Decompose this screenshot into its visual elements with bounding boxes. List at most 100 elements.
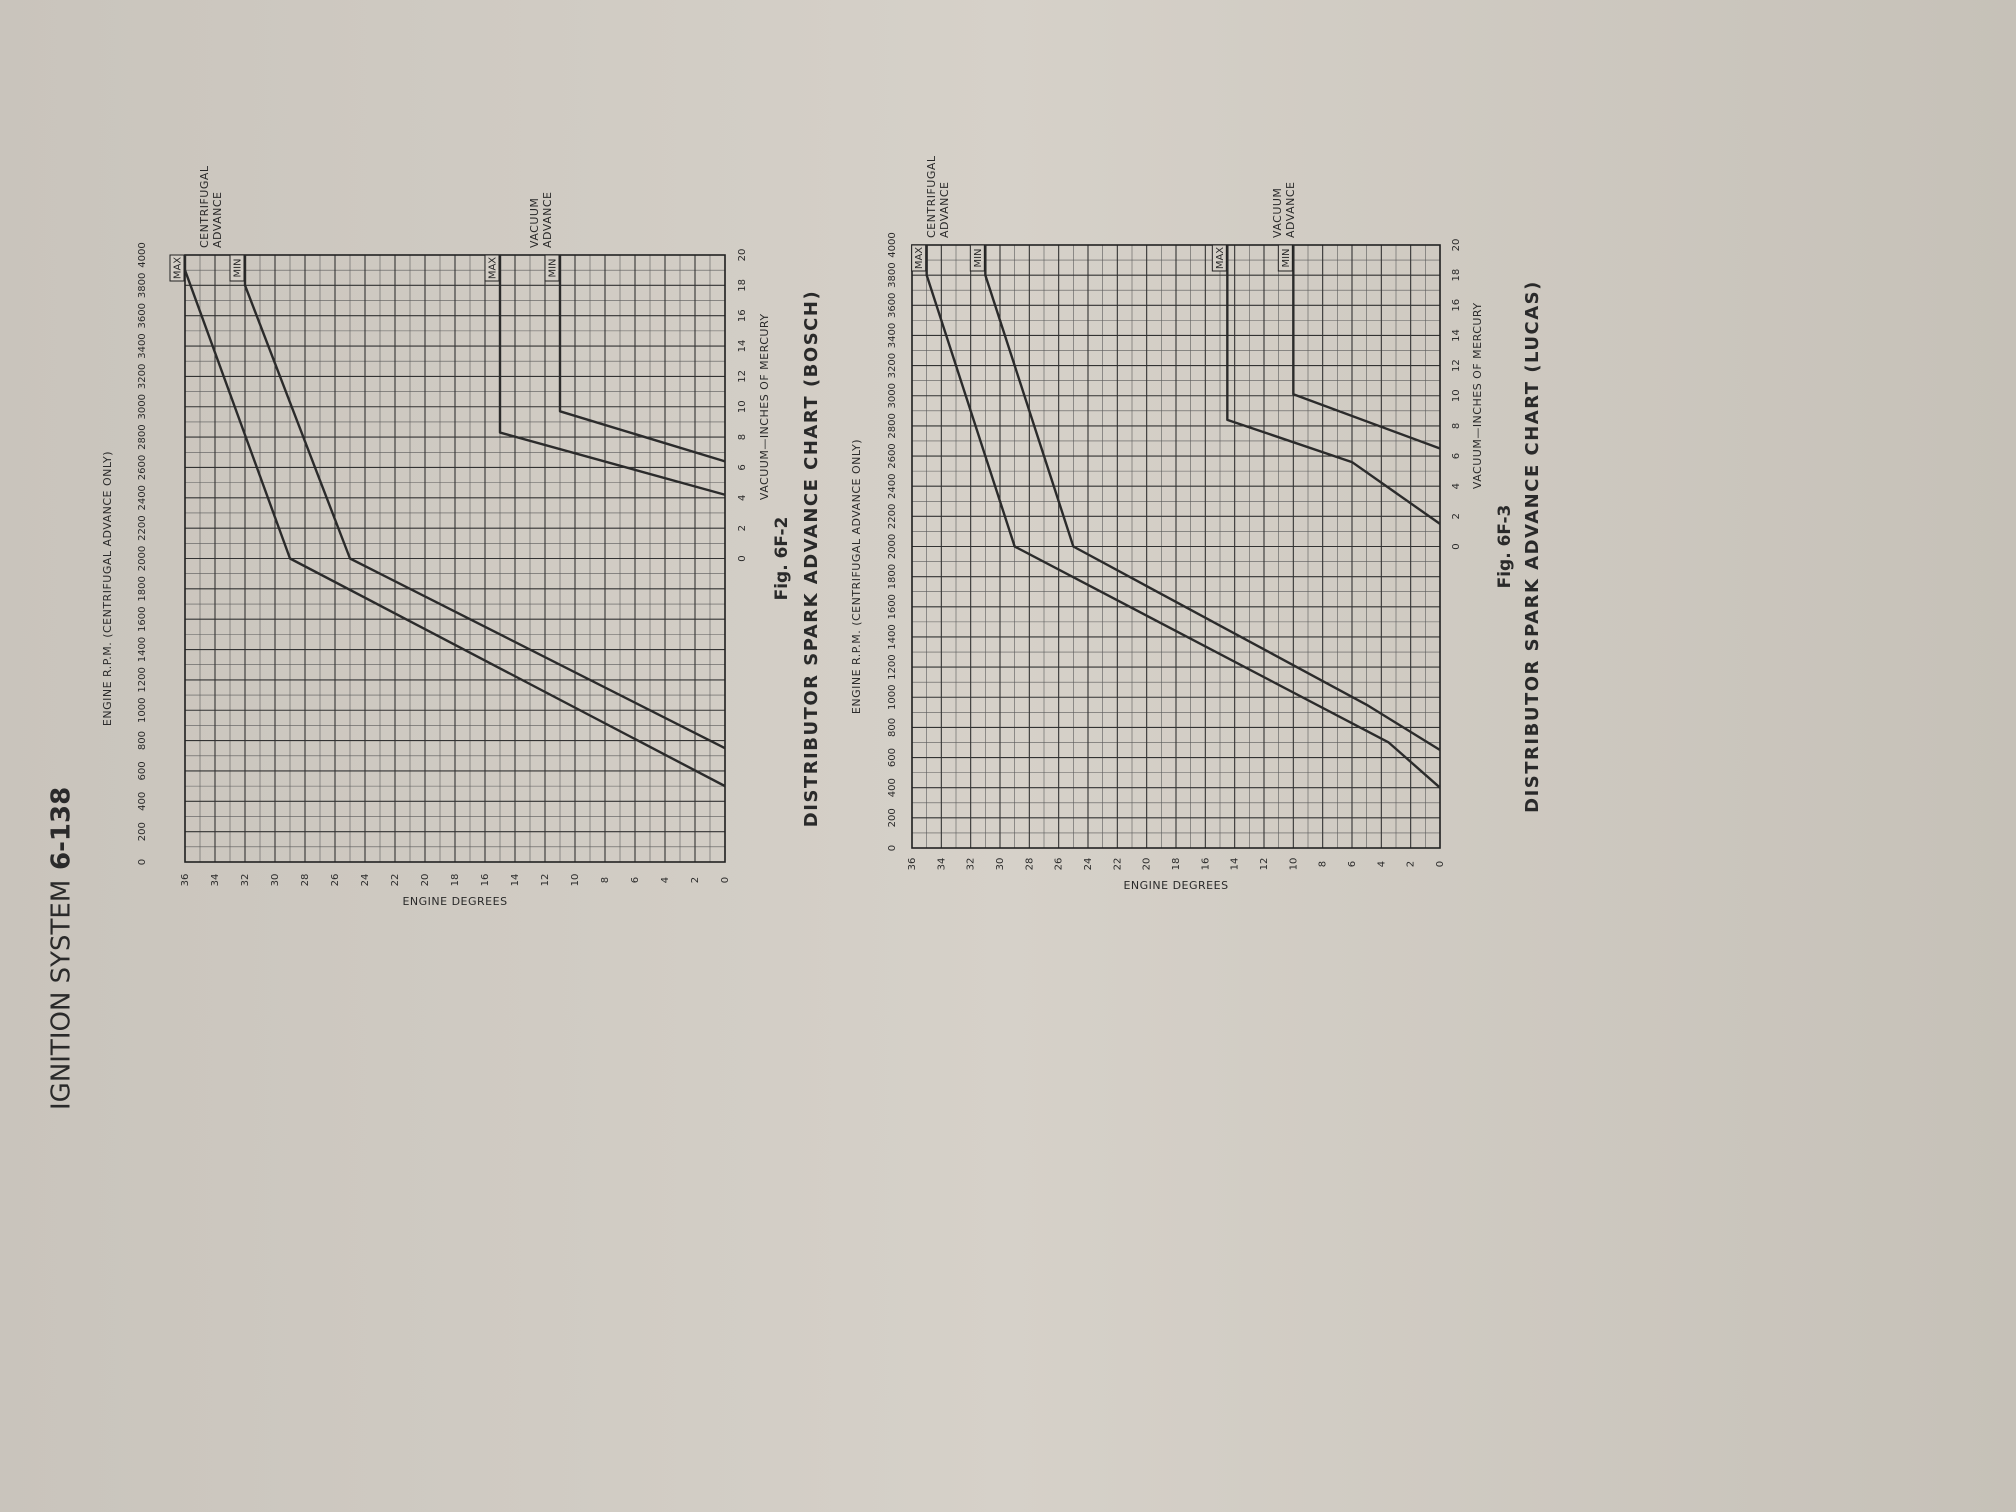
series-label-box (169, 254, 185, 282)
x2-tick-label: 2 (737, 525, 748, 531)
rotated-page: IGNITION SYSTEM 6-138 020040060080010001… (47, 155, 1544, 1110)
x-tick-label: 600 (887, 748, 898, 767)
y-tick-label: 34 (936, 858, 947, 871)
x-tick-label: 0 (887, 845, 898, 851)
x-tick-label: 1200 (887, 654, 898, 679)
y-tick-label: 32 (966, 858, 977, 871)
y-tick-label: 10 (570, 874, 581, 887)
y-tick-label: 36 (907, 858, 918, 871)
y-tick-label: 0 (1435, 861, 1446, 867)
y-tick-label: 20 (420, 874, 431, 887)
x2-tick-label: 2 (1451, 513, 1462, 519)
x-tick-label: 800 (137, 731, 148, 750)
chart-title: DISTRIBUTOR SPARK ADVANCE CHART (BOSCH) (801, 290, 822, 827)
x-tick-label: 1800 (137, 576, 148, 601)
series-label-box (911, 244, 927, 272)
x-tick-label: 2800 (887, 413, 898, 438)
x2-tick-label: 20 (1451, 239, 1462, 252)
x-axis-title: ENGINE R.P.M. (CENTRIFUGAL ADVANCE ONLY) (101, 451, 114, 726)
x-tick-label: 2000 (887, 534, 898, 559)
series-line (1292, 245, 1441, 450)
y-tick-label: 14 (510, 874, 521, 887)
x2-tick-label: 8 (737, 434, 748, 440)
plot-border (911, 244, 1441, 849)
x2-axis-title: VACUUM—INCHES OF MERCURY (1471, 302, 1484, 489)
x-tick-label: 3000 (887, 383, 898, 408)
x-tick-label: 200 (137, 822, 148, 841)
y-tick-label: 26 (330, 874, 341, 887)
y-tick-label: 34 (210, 874, 221, 887)
page-number: 6-138 (47, 787, 77, 870)
y-tick-label: 8 (1318, 861, 1329, 867)
y-tick-label: 14 (1230, 858, 1241, 871)
series-label-box (1211, 244, 1227, 272)
y-tick-label: 4 (1376, 861, 1387, 867)
y-tick-label: 16 (1200, 858, 1211, 871)
x-tick-label: 1400 (137, 637, 148, 662)
series-label: MIN (233, 258, 244, 277)
x-tick-label: 2400 (137, 485, 148, 510)
y-tick-label: 10 (1288, 858, 1299, 871)
x2-tick-label: 14 (1451, 329, 1462, 342)
series-line (243, 255, 726, 750)
series-label: MAX (914, 247, 925, 269)
y-tick-label: 32 (240, 874, 251, 887)
y-tick-label: 4 (660, 877, 671, 883)
x-tick-label: 1600 (137, 606, 148, 631)
x2-tick-label: 20 (737, 249, 748, 262)
x-tick-label: 400 (137, 792, 148, 811)
y-tick-label: 26 (1054, 858, 1065, 871)
x-tick-label: 3000 (137, 394, 148, 419)
x-tick-label: 3800 (887, 262, 898, 287)
series-line (558, 255, 726, 463)
x2-tick-label: 0 (1451, 543, 1462, 549)
series-label: MIN (548, 258, 559, 277)
x-tick-label: 2200 (137, 515, 148, 540)
x2-tick-label: 10 (1451, 389, 1462, 402)
x-tick-label: 3800 (137, 273, 148, 298)
y-axis-title: ENGINE DEGREES (1123, 879, 1228, 892)
series-label: MIN (1281, 248, 1292, 267)
annotation: VACUUM (528, 198, 541, 248)
x-tick-label: 3400 (887, 323, 898, 348)
x-tick-label: 2800 (137, 424, 148, 449)
y-tick-label: 2 (1406, 861, 1417, 867)
x2-tick-label: 18 (1451, 269, 1462, 282)
x-axis-title: ENGINE R.P.M. (CENTRIFUGAL ADVANCE ONLY) (850, 439, 863, 714)
x2-tick-label: 14 (737, 340, 748, 353)
x2-tick-label: 4 (737, 495, 748, 501)
y-tick-label: 24 (1083, 858, 1094, 871)
figure-label: Fig. 6F-3 (1495, 505, 1515, 589)
y-tick-label: 18 (1171, 858, 1182, 871)
y-tick-label: 12 (1259, 858, 1270, 871)
y-tick-label: 36 (180, 874, 191, 887)
series-label: MIN (973, 248, 984, 267)
x-tick-label: 1200 (137, 667, 148, 692)
annotation: CENTRIFUGAL (925, 155, 938, 238)
x-tick-label: 1000 (137, 698, 148, 723)
series-label-box (1277, 244, 1293, 272)
y-tick-label: 0 (720, 877, 731, 883)
y-tick-label: 22 (1112, 858, 1123, 871)
series-label-box (544, 254, 560, 282)
x2-tick-label: 6 (737, 464, 748, 470)
x-tick-label: 4000 (887, 232, 898, 257)
series-line (984, 245, 1441, 752)
x-tick-label: 1000 (887, 685, 898, 710)
x-tick-label: 1600 (887, 594, 898, 619)
series-label: MAX (173, 257, 184, 279)
y-tick-label: 30 (270, 874, 281, 887)
x2-tick-label: 16 (737, 309, 748, 322)
annotation: ADVANCE (211, 191, 224, 248)
x2-tick-label: 16 (1451, 299, 1462, 312)
x-tick-label: 200 (887, 808, 898, 827)
series-label-box (484, 254, 500, 282)
y-axis-title: ENGINE DEGREES (402, 895, 507, 908)
x-tick-label: 1400 (887, 624, 898, 649)
plot-border (184, 254, 726, 863)
y-tick-label: 6 (1347, 861, 1358, 867)
annotation: ADVANCE (541, 191, 554, 248)
y-tick-label: 2 (690, 877, 701, 883)
y-tick-label: 22 (390, 874, 401, 887)
